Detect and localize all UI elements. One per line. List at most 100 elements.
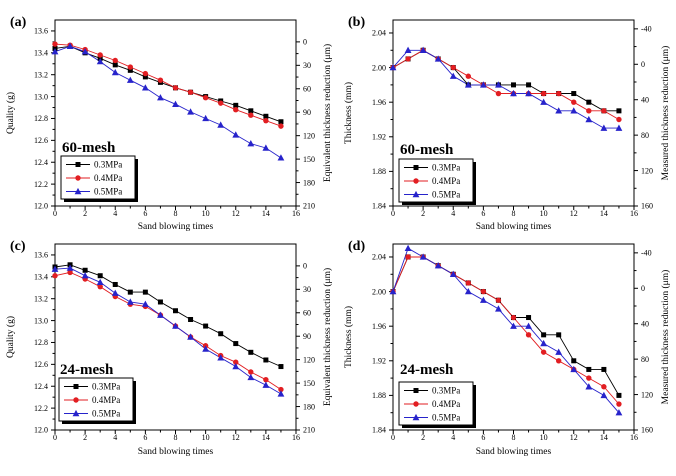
- svg-text:14: 14: [262, 433, 270, 442]
- data-point-marker: [233, 107, 239, 113]
- data-point-marker: [173, 308, 178, 314]
- data-point-marker: [248, 112, 254, 118]
- svg-text:10: 10: [540, 433, 548, 442]
- data-point-marker: [81, 272, 89, 279]
- data-point-marker: [555, 358, 562, 364]
- data-point-marker: [616, 116, 622, 123]
- svg-text:30: 30: [303, 61, 311, 70]
- svg-text:210: 210: [303, 202, 315, 211]
- data-point-marker: [217, 121, 225, 128]
- data-point-marker: [111, 68, 119, 76]
- data-point-marker: [157, 77, 164, 83]
- svg-text:10: 10: [540, 209, 548, 218]
- data-point-marker: [526, 315, 532, 321]
- data-point-marker: [434, 262, 442, 269]
- data-point-marker: [142, 289, 148, 295]
- data-point-marker: [510, 89, 517, 97]
- data-point-marker: [556, 332, 562, 338]
- data-point-marker: [586, 375, 592, 381]
- svg-text:16: 16: [630, 433, 638, 442]
- data-point-marker: [157, 94, 164, 101]
- data-point-marker: [278, 119, 284, 125]
- legend-marker-0.3MPa: [413, 165, 419, 170]
- svg-text:0: 0: [641, 60, 645, 69]
- svg-text:1.96: 1.96: [372, 98, 386, 107]
- data-point-marker: [586, 366, 592, 372]
- series-markers-0.5MPa: [389, 244, 623, 416]
- svg-text:1.96: 1.96: [372, 322, 386, 331]
- svg-text:210: 210: [303, 426, 315, 435]
- data-point-marker: [263, 117, 269, 124]
- panel-letter: (b): [348, 15, 365, 30]
- data-point-marker: [511, 82, 516, 88]
- legend-label-0.5MPa: 0.5MPa: [92, 409, 120, 419]
- data-point-marker: [127, 67, 133, 73]
- y2-axis-title: Equivalent thickness reduction (μm): [322, 268, 333, 406]
- svg-text:12: 12: [232, 209, 240, 218]
- y-axis-title: Quality (g): [5, 316, 16, 358]
- data-point-marker: [262, 381, 270, 388]
- data-point-marker: [464, 287, 472, 295]
- svg-text:0: 0: [303, 262, 307, 271]
- svg-text:6: 6: [481, 209, 485, 218]
- svg-text:2: 2: [83, 209, 87, 218]
- data-point-marker: [112, 281, 118, 287]
- svg-text:0: 0: [391, 433, 395, 442]
- svg-text:4: 4: [113, 433, 117, 442]
- data-point-marker: [419, 253, 427, 260]
- data-point-marker: [187, 89, 194, 95]
- x-axis-title: Sand blowing times: [476, 222, 552, 232]
- data-point-marker: [601, 108, 607, 114]
- series-line-0.5MPa: [392, 49, 619, 129]
- series-line-0.5MPa: [54, 45, 282, 159]
- data-point-marker: [157, 299, 163, 305]
- svg-text:150: 150: [303, 155, 315, 164]
- data-point-marker: [404, 46, 412, 53]
- legend: 0.3MPa 0.4MPa 0.5MPa: [58, 377, 136, 424]
- series-line-0.5MPa: [54, 267, 282, 395]
- svg-text:2.04: 2.04: [372, 253, 386, 262]
- svg-text:180: 180: [303, 178, 315, 187]
- data-point-marker: [126, 298, 134, 305]
- data-point-marker: [218, 331, 224, 337]
- data-point-marker: [187, 333, 194, 340]
- axis-tick-labels: 0 2 4 6 8 10 12 14 16 12.0 12.2 12.4 12.6 12.8 13.0 13.…: [34, 27, 315, 218]
- svg-text:0: 0: [53, 209, 57, 218]
- svg-text:13.0: 13.0: [34, 92, 48, 101]
- data-point-marker: [248, 108, 254, 114]
- data-point-marker: [232, 362, 240, 370]
- data-point-marker: [555, 90, 562, 97]
- svg-text:14: 14: [600, 433, 608, 442]
- data-point-marker: [540, 349, 547, 355]
- data-point-marker: [233, 359, 239, 365]
- data-point-marker: [96, 57, 104, 65]
- chart-c: 0 2 4 6 8 10 12 14 16 12.0 12.2 12.4 12.6 12.8 13.0 13.…: [5, 239, 333, 457]
- series-markers-0.5MPa: [51, 42, 285, 161]
- data-point-marker: [217, 354, 225, 361]
- data-point-marker: [112, 62, 118, 68]
- data-point-marker: [526, 82, 532, 88]
- data-point-marker: [540, 98, 548, 105]
- mesh-size-label: 60-mesh: [62, 140, 116, 156]
- legend-marker-0.3MPa: [413, 388, 419, 393]
- data-point-marker: [449, 270, 457, 277]
- data-point-marker: [450, 64, 456, 71]
- data-point-marker: [525, 332, 532, 338]
- legend-marker-0.4MPa: [413, 178, 419, 184]
- svg-text:120: 120: [641, 166, 653, 175]
- data-point-marker: [141, 300, 149, 307]
- data-point-marker: [247, 373, 255, 381]
- panel-b: 0 2 4 6 8 10 12 14 16 1.84 1.88 1.92 1.96 2.00 2.04 -40…: [338, 0, 676, 235]
- data-point-marker: [126, 76, 134, 83]
- data-point-marker: [540, 339, 548, 347]
- svg-text:160: 160: [641, 426, 653, 435]
- data-point-marker: [510, 314, 517, 321]
- data-point-marker: [127, 64, 134, 70]
- data-point-marker: [571, 358, 577, 364]
- data-point-marker: [586, 108, 592, 114]
- axis-tick-labels: 0 2 4 6 8 10 12 14 16 1.84 1.88 1.92 1.96 2.00 2.04 -40…: [372, 25, 653, 218]
- data-point-marker: [66, 42, 74, 49]
- axis-tick-labels: 0 2 4 6 8 10 12 14 16 12.0 12.2 12.4 12.6 12.8 13.0 13.…: [34, 251, 315, 442]
- data-point-marker: [82, 267, 88, 273]
